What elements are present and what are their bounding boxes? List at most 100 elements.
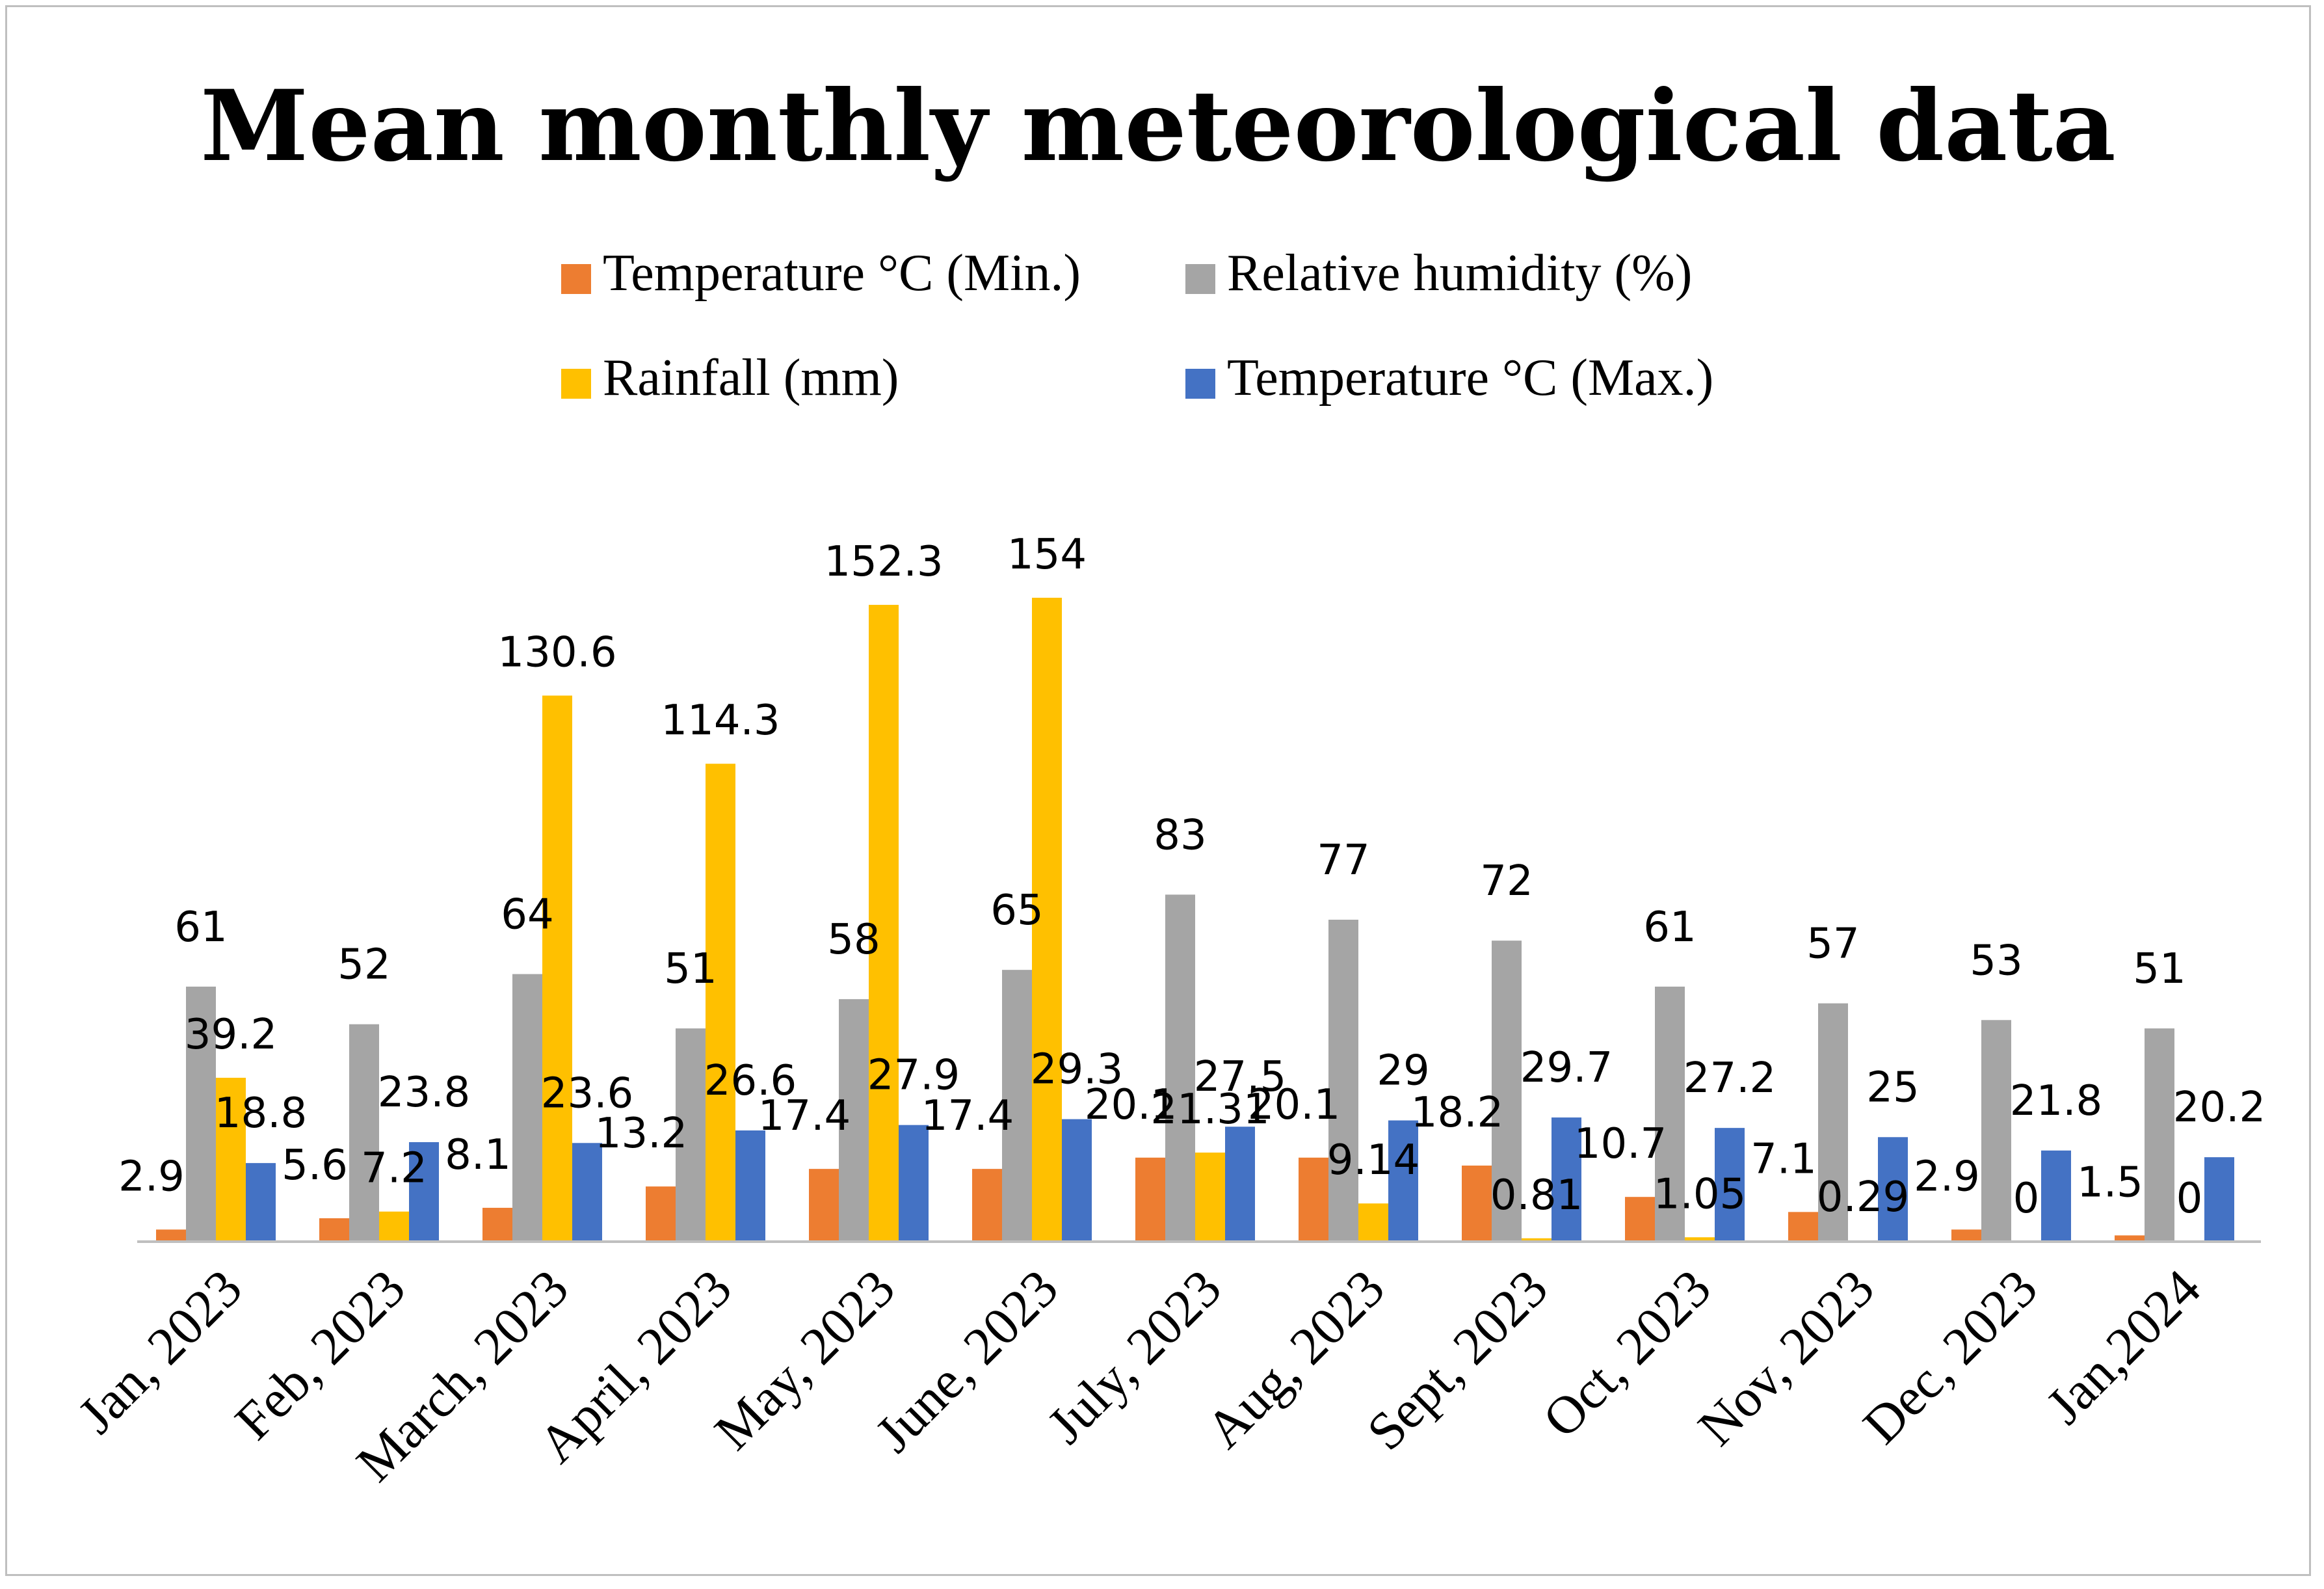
value-label-0-7: 20.1 bbox=[1248, 1081, 1341, 1129]
value-label-0-4: 17.4 bbox=[758, 1092, 851, 1140]
bar-1-12 bbox=[2145, 1028, 2174, 1242]
bar-1-10 bbox=[1818, 1003, 1848, 1242]
value-label-2-11: 0 bbox=[2013, 1175, 2040, 1223]
value-label-1-10: 57 bbox=[1806, 920, 1859, 968]
value-label-2-3: 114.3 bbox=[661, 697, 780, 745]
legend-swatch-2 bbox=[561, 369, 591, 399]
bar-3-2 bbox=[572, 1143, 602, 1242]
x-tick-label-8: Sept, 2023 bbox=[1356, 1258, 1559, 1461]
bar-3-6 bbox=[1225, 1127, 1255, 1242]
value-label-2-2: 130.6 bbox=[497, 628, 616, 676]
bar-0-3 bbox=[646, 1186, 676, 1242]
bar-0-0 bbox=[156, 1229, 186, 1242]
value-label-3-2: 23.6 bbox=[541, 1069, 634, 1117]
value-label-0-5: 17.4 bbox=[921, 1092, 1014, 1140]
legend-swatch-0 bbox=[561, 264, 591, 294]
bar-group bbox=[156, 598, 2234, 1242]
legend-swatch-3 bbox=[1185, 369, 1215, 399]
value-label-2-10: 0.29 bbox=[1817, 1173, 1910, 1222]
bar-0-12 bbox=[2115, 1235, 2145, 1242]
value-label-1-3: 51 bbox=[664, 945, 717, 993]
bar-0-4 bbox=[809, 1169, 839, 1242]
value-label-3-9: 27.2 bbox=[1684, 1054, 1776, 1102]
value-label-2-9: 1.05 bbox=[1654, 1170, 1747, 1218]
bar-3-10 bbox=[1878, 1137, 1908, 1242]
x-tick-label-12: Jan,2024 bbox=[2035, 1258, 2212, 1435]
bar-3-8 bbox=[1552, 1117, 1581, 1242]
bar-2-2 bbox=[542, 695, 572, 1242]
bar-0-6 bbox=[1135, 1157, 1165, 1242]
bar-0-1 bbox=[319, 1218, 349, 1242]
value-label-0-9: 10.7 bbox=[1574, 1120, 1667, 1168]
value-label-3-4: 27.9 bbox=[867, 1052, 960, 1100]
value-label-1-4: 58 bbox=[827, 916, 880, 964]
bar-0-8 bbox=[1462, 1166, 1492, 1242]
legend-swatch-1 bbox=[1185, 264, 1215, 294]
bar-2-1 bbox=[379, 1211, 409, 1242]
bar-1-8 bbox=[1492, 941, 1522, 1242]
bar-1-7 bbox=[1328, 920, 1358, 1242]
legend-label-0: Temperature °C (Min.) bbox=[603, 245, 1081, 302]
value-label-3-5: 29.3 bbox=[1031, 1046, 1124, 1094]
value-label-0-10: 7.1 bbox=[1750, 1135, 1817, 1183]
value-label-1-5: 65 bbox=[990, 887, 1043, 935]
value-label-group: 2.96139.218.85.6527.223.88.164130.623.61… bbox=[118, 531, 2265, 1223]
bar-0-7 bbox=[1299, 1157, 1328, 1242]
value-label-0-11: 2.9 bbox=[1914, 1153, 1980, 1201]
bar-1-6 bbox=[1165, 894, 1195, 1242]
bar-1-2 bbox=[512, 974, 542, 1242]
bar-2-9 bbox=[1685, 1237, 1715, 1242]
value-label-0-3: 13.2 bbox=[595, 1110, 688, 1158]
value-label-1-6: 83 bbox=[1154, 811, 1206, 859]
value-label-0-1: 5.6 bbox=[282, 1142, 348, 1190]
value-label-0-12: 1.5 bbox=[2077, 1158, 2143, 1207]
value-label-2-4: 152.3 bbox=[824, 538, 943, 586]
bar-3-0 bbox=[246, 1163, 276, 1242]
value-label-0-2: 8.1 bbox=[445, 1131, 511, 1179]
bar-0-11 bbox=[1951, 1229, 1981, 1242]
bar-1-5 bbox=[1002, 970, 1032, 1242]
bar-2-4 bbox=[869, 604, 899, 1242]
bar-0-9 bbox=[1625, 1197, 1655, 1242]
value-label-1-11: 53 bbox=[1970, 937, 2022, 985]
bar-3-4 bbox=[899, 1125, 929, 1242]
chart-legend: Temperature °C (Min.) Relative humidity (… bbox=[561, 245, 1713, 407]
legend-label-1: Relative humidity (%) bbox=[1227, 245, 1692, 302]
value-label-0-6: 20.1 bbox=[1085, 1081, 1178, 1129]
bar-1-11 bbox=[1981, 1020, 2011, 1242]
bar-1-9 bbox=[1655, 986, 1685, 1242]
value-label-3-1: 23.8 bbox=[378, 1069, 471, 1117]
value-label-1-9: 61 bbox=[1643, 903, 1696, 952]
value-label-3-12: 20.2 bbox=[2173, 1084, 2266, 1132]
bar-3-9 bbox=[1715, 1128, 1745, 1242]
bar-3-12 bbox=[2204, 1157, 2234, 1242]
bar-1-4 bbox=[839, 999, 869, 1242]
value-label-3-11: 21.8 bbox=[2010, 1077, 2103, 1125]
value-label-2-7: 9.14 bbox=[1327, 1136, 1420, 1184]
bar-3-3 bbox=[735, 1130, 765, 1242]
value-label-1-0: 61 bbox=[174, 903, 227, 952]
bar-3-11 bbox=[2041, 1150, 2071, 1242]
value-label-1-8: 72 bbox=[1480, 857, 1533, 905]
bar-2-8 bbox=[1522, 1238, 1552, 1242]
bar-2-0 bbox=[216, 1078, 246, 1242]
chart-frame: Mean monthly meteorological data Tempera… bbox=[5, 5, 2311, 1576]
value-label-2-12: 0 bbox=[2176, 1175, 2203, 1223]
bar-2-7 bbox=[1358, 1203, 1388, 1242]
value-label-1-2: 64 bbox=[501, 891, 553, 939]
value-label-3-6: 27.5 bbox=[1194, 1053, 1287, 1101]
bar-3-5 bbox=[1062, 1119, 1092, 1242]
bar-1-0 bbox=[186, 986, 216, 1242]
value-label-2-5: 154 bbox=[1007, 531, 1087, 579]
bar-3-7 bbox=[1388, 1120, 1418, 1242]
value-label-3-7: 29 bbox=[1377, 1047, 1429, 1095]
bar-2-3 bbox=[706, 764, 735, 1242]
bar-0-10 bbox=[1788, 1212, 1818, 1242]
bar-2-6 bbox=[1195, 1153, 1225, 1242]
value-label-2-6: 21.31 bbox=[1150, 1086, 1269, 1134]
value-label-3-8: 29.7 bbox=[1520, 1044, 1613, 1092]
bar-1-1 bbox=[349, 1024, 379, 1242]
value-label-2-0: 39.2 bbox=[185, 1011, 278, 1059]
value-label-1-12: 51 bbox=[2133, 945, 2185, 993]
